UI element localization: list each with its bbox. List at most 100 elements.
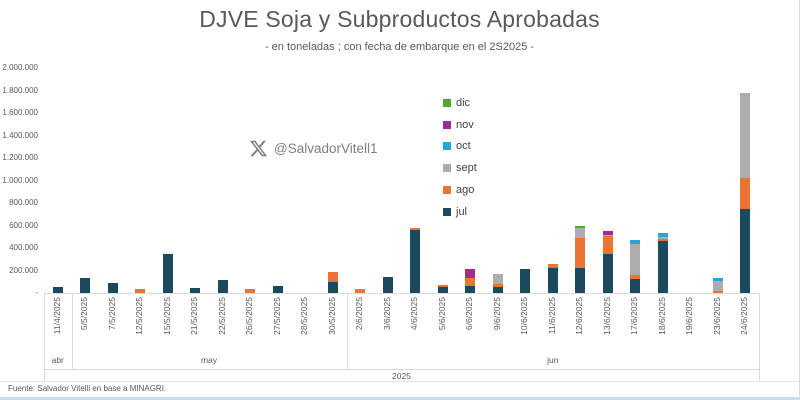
bar-segment-jul: [327, 281, 338, 293]
bar-segment-jul: [492, 286, 503, 293]
legend-item-oct: oct: [443, 140, 471, 152]
bar-segment-ago: [135, 288, 146, 293]
legend-swatch-ago: [443, 185, 451, 194]
bar-segment-jul: [162, 253, 173, 293]
y-axis-tick-label: 2.000.000: [2, 63, 38, 72]
bar-segment-jul: [520, 269, 531, 293]
bar-segment-jul: [190, 287, 201, 293]
bar-segment-jul: [465, 285, 476, 293]
bar-segment-jul: [410, 230, 421, 293]
x-twitter-logo-icon: [249, 140, 268, 157]
bar-segment-sept: [630, 244, 641, 275]
x-axis-date-label: 5/5/2025: [79, 297, 90, 331]
axis-group-separator: [44, 293, 45, 381]
bar-segment-ago: [630, 275, 641, 279]
legend-item-jul: jul: [443, 206, 467, 218]
legend-swatch-oct: [443, 142, 451, 151]
x-axis-date-label: 17/6/2025: [629, 297, 640, 335]
legend-swatch-dic: [443, 99, 451, 107]
y-axis-tick-label: 1.600.000: [2, 108, 38, 117]
window-bottom-edge: [0, 397, 799, 400]
y-axis-tick-label: 1.000.000: [2, 175, 38, 185]
bar-segment-sept: [602, 234, 613, 237]
month-row-separator-line: [44, 369, 759, 370]
bar-segment-ago: [547, 263, 558, 268]
bar-segment-jul: [437, 287, 448, 293]
bar-segment-ago: [492, 284, 503, 287]
bar-segment-ago: [465, 278, 476, 286]
bar-segment-ago: [657, 239, 668, 242]
x-axis-date-label: 22/5/2025: [216, 297, 227, 335]
x-axis-date-label: 19/6/2025: [684, 297, 695, 335]
bar-segment-sept: [712, 281, 723, 291]
x-axis-month-label-abr: abr: [51, 355, 64, 365]
axis-group-separator: [71, 293, 73, 369]
x-axis-year-label: 2025: [392, 371, 411, 381]
legend-label: oct: [456, 140, 471, 153]
bar-segment-oct: [657, 233, 668, 238]
bar-segment-jul: [217, 279, 228, 293]
axis-group-separator: [346, 293, 348, 369]
x-axis-date-label: 12/6/2025: [574, 297, 585, 335]
bar-segment-oct: [712, 277, 723, 282]
x-axis-date-label: 7/5/2025: [106, 297, 117, 331]
legend-label: jul: [456, 205, 468, 218]
x-axis-date-label: 28/5/2025: [299, 297, 310, 335]
bar-segment-ago: [355, 288, 366, 293]
x-axis-date-label: 2/6/2025: [354, 297, 365, 331]
legend-label: ago: [456, 183, 475, 196]
bar-segment-ago: [437, 285, 448, 288]
bar-segment-ago: [327, 272, 338, 282]
x-axis-date-label: 24/6/2025: [739, 297, 750, 335]
bar-segment-ago: [712, 290, 723, 293]
x-axis-month-label-jun: jun: [547, 355, 559, 365]
bar-segment-sept: [657, 237, 668, 239]
bar-segment-jul: [575, 268, 586, 293]
bar-segment-ago: [575, 238, 586, 269]
legend-item-dic: dic: [443, 97, 470, 109]
bar-segment-sept: [492, 274, 503, 284]
bar-segment-jul: [602, 253, 613, 293]
x-axis-date-label: 12/5/2025: [134, 297, 145, 335]
legend-swatch-nov: [443, 120, 451, 129]
bar-segment-oct: [630, 240, 641, 245]
legend-label: dic: [456, 97, 471, 109]
x-axis-date-label: 11/6/2025: [546, 297, 557, 335]
legend-swatch-jul: [443, 207, 451, 216]
x-axis-date-label: 26/5/2025: [244, 297, 255, 335]
x-axis-date-label: 11/4/2025: [51, 297, 62, 335]
bar-segment-jul: [80, 278, 91, 293]
y-axis-tick-label: 1.800.000: [2, 85, 38, 95]
legend-item-sept: sept: [443, 162, 477, 174]
x-axis-date-label: 21/5/2025: [189, 297, 200, 335]
watermark-handle: @SalvadorVitell1: [274, 141, 378, 156]
legend-label: nov: [456, 118, 474, 131]
bar-segment-jul: [547, 267, 558, 293]
legend-item-nov: nov: [443, 119, 474, 131]
bar-segment-nov: [465, 268, 476, 279]
source-note: Fuente: Salvador Vitelli en base a MINAG…: [8, 384, 167, 393]
legend-swatch-sept: [443, 164, 451, 173]
legend-label: sept: [456, 162, 477, 175]
bar-segment-ago: [602, 236, 613, 254]
bar-segment-jul: [272, 285, 283, 293]
y-axis-tick-label: 400.000: [9, 243, 38, 252]
y-axis-tick-label: 1.200.000: [2, 153, 38, 162]
chart-subtitle: - en toneladas ; con fecha de embarque e…: [264, 41, 535, 53]
bar-segment-sept: [740, 92, 751, 179]
x-axis-date-label: 6/6/2025: [464, 297, 475, 331]
x-axis-month-label-may: may: [200, 355, 218, 365]
chart-title: DJVE Soja y Subproductos Aprobadas: [199, 6, 600, 32]
x-axis-date-label: 23/6/2025: [711, 297, 722, 335]
bar-segment-jul: [382, 277, 393, 293]
bar-segment-jul: [740, 208, 751, 293]
y-axis-tick-label: 800.000: [9, 198, 38, 207]
bar-segment-sept: [575, 227, 586, 239]
bar-segment-jul: [657, 241, 668, 293]
x-axis-date-label: 18/6/2025: [656, 297, 667, 335]
legend-item-ago: ago: [443, 184, 474, 196]
x-axis-date-label: 9/6/2025: [491, 297, 502, 331]
bar-segment-ago: [410, 227, 421, 230]
bar-segment-jul: [52, 287, 63, 293]
